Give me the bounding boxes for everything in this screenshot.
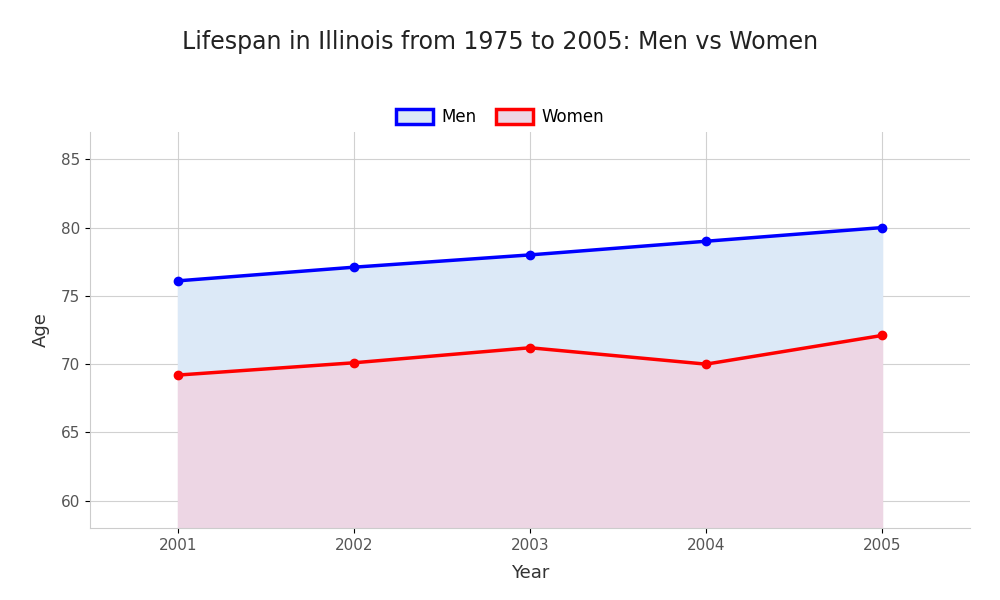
Legend: Men, Women: Men, Women (389, 101, 611, 133)
Text: Lifespan in Illinois from 1975 to 2005: Men vs Women: Lifespan in Illinois from 1975 to 2005: … (182, 30, 818, 54)
Y-axis label: Age: Age (32, 313, 50, 347)
X-axis label: Year: Year (511, 564, 549, 582)
